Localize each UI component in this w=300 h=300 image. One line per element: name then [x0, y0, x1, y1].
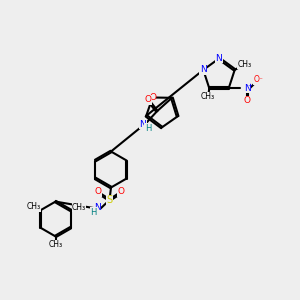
Text: N: N: [244, 84, 251, 93]
Text: CH₃: CH₃: [201, 92, 215, 101]
Text: N: N: [200, 65, 207, 74]
Text: O: O: [94, 187, 102, 196]
Text: O: O: [144, 95, 152, 104]
Text: +: +: [248, 83, 253, 88]
Text: O: O: [149, 93, 156, 102]
Text: O: O: [117, 187, 124, 196]
Text: CH₃: CH₃: [48, 240, 63, 249]
Text: O⁻: O⁻: [254, 75, 264, 84]
Text: O: O: [244, 96, 251, 105]
Text: CH₃: CH₃: [72, 203, 86, 212]
Text: H: H: [90, 208, 97, 217]
Text: N: N: [140, 120, 146, 129]
Text: CH₃: CH₃: [27, 202, 41, 211]
Text: N: N: [94, 203, 101, 212]
Text: S: S: [106, 195, 112, 205]
Text: CH₃: CH₃: [237, 60, 251, 69]
Text: H: H: [145, 124, 151, 133]
Text: N: N: [216, 54, 222, 63]
